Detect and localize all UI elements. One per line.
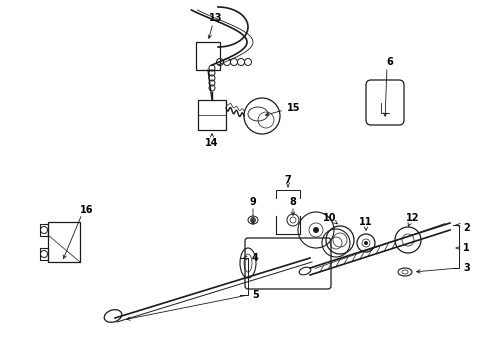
- Text: 5: 5: [251, 290, 258, 300]
- Text: 13: 13: [209, 13, 223, 23]
- Text: 7: 7: [284, 175, 291, 185]
- Text: 15: 15: [286, 103, 300, 113]
- Bar: [48, 222, 80, 262]
- Text: 8: 8: [289, 197, 296, 207]
- Text: 4: 4: [251, 253, 258, 263]
- Circle shape: [312, 227, 318, 233]
- Text: 2: 2: [462, 223, 469, 233]
- Text: 11: 11: [359, 217, 372, 227]
- Circle shape: [363, 241, 367, 245]
- Text: 6: 6: [386, 57, 392, 67]
- Text: 1: 1: [462, 243, 469, 253]
- Text: 10: 10: [323, 213, 336, 223]
- Text: 14: 14: [205, 138, 218, 148]
- Text: 3: 3: [462, 263, 469, 273]
- Text: 12: 12: [406, 213, 419, 223]
- Circle shape: [249, 217, 256, 223]
- Bar: [198, 100, 225, 130]
- Bar: [196, 42, 220, 70]
- Text: 9: 9: [249, 197, 256, 207]
- Bar: [40, 224, 48, 236]
- Text: 16: 16: [80, 205, 94, 215]
- Bar: [40, 248, 48, 260]
